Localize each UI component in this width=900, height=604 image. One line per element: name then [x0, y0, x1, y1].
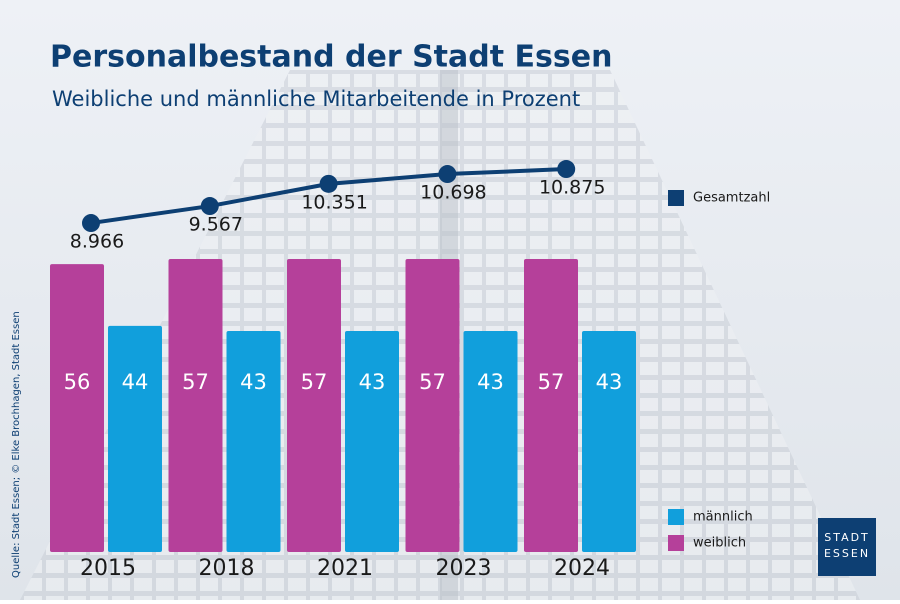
bar — [345, 330, 399, 552]
x-tick-label: 2018 — [199, 556, 255, 581]
legend-swatch — [668, 190, 684, 206]
bar-label: 43 — [359, 370, 386, 394]
line-point — [319, 174, 338, 193]
bar — [168, 259, 223, 552]
legend-swatch — [668, 535, 684, 551]
chart-subtitle: Weibliche und männliche Mitarbeitende in… — [52, 87, 580, 111]
source: Quelle: Stadt Essen; © Elke Brochhagen, … — [11, 311, 22, 578]
line-label: 10.875 — [539, 177, 605, 199]
bar — [524, 259, 578, 552]
bar — [463, 330, 518, 552]
bar-label: 57 — [538, 370, 565, 394]
legend-label: Gesamtzahl — [693, 191, 770, 206]
bar-label: 56 — [64, 370, 91, 394]
legend-swatch — [668, 509, 684, 525]
line-point — [82, 214, 100, 233]
line-label: 9.567 — [189, 214, 243, 236]
bar-label: 57 — [182, 370, 209, 394]
bar-label: 43 — [477, 370, 504, 394]
logo-text: ESSEN — [824, 547, 870, 560]
line-label: 8.966 — [70, 231, 124, 253]
x-tick-label: 2023 — [436, 556, 492, 581]
bar — [108, 325, 162, 552]
bar — [582, 330, 636, 552]
bar — [405, 259, 460, 552]
x-tick-label: 2024 — [554, 556, 610, 581]
chart-title: Personalbestand der Stadt Essen — [50, 40, 612, 75]
legend-label: weiblich — [693, 536, 746, 551]
line-label: 10.698 — [420, 182, 486, 204]
line-label: 10.351 — [301, 191, 367, 213]
x-tick-label: 2021 — [317, 556, 373, 581]
bar-label: 57 — [301, 370, 328, 394]
legend-label: männlich — [693, 510, 753, 525]
line-point — [557, 160, 576, 179]
bar-label: 57 — [419, 370, 446, 394]
bar-label: 44 — [122, 370, 149, 394]
logo — [818, 518, 876, 576]
x-tick-label: 2015 — [80, 556, 136, 581]
bar — [226, 330, 281, 552]
bar — [287, 259, 341, 552]
line-point — [200, 197, 219, 216]
bar-label: 43 — [240, 370, 267, 394]
bar-label: 43 — [596, 370, 623, 394]
bar — [50, 264, 104, 552]
logo-text: STADT — [824, 531, 870, 544]
line-point — [438, 165, 457, 184]
